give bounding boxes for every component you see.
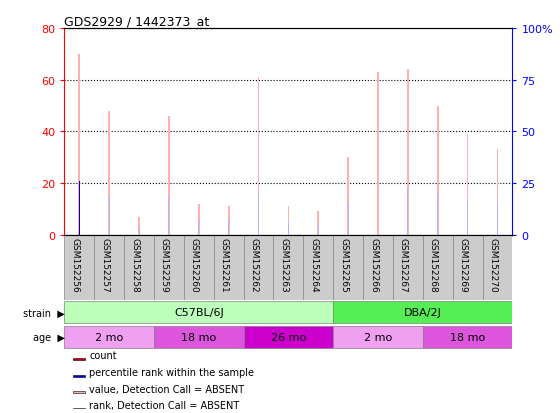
Text: GSM152264: GSM152264: [309, 237, 318, 292]
FancyBboxPatch shape: [94, 235, 124, 300]
Bar: [437, 194, 438, 235]
Bar: [437, 106, 438, 235]
Bar: [287, 207, 290, 235]
FancyBboxPatch shape: [333, 235, 363, 300]
Text: GDS2929 / 1442373_at: GDS2929 / 1442373_at: [64, 15, 209, 28]
Text: 26 mo: 26 mo: [271, 332, 306, 342]
Text: GSM152262: GSM152262: [250, 237, 259, 292]
Text: C57BL/6J: C57BL/6J: [174, 308, 223, 318]
Bar: [198, 221, 199, 235]
FancyBboxPatch shape: [244, 235, 273, 300]
FancyBboxPatch shape: [214, 235, 244, 300]
Text: percentile rank within the sample: percentile rank within the sample: [89, 367, 254, 377]
Bar: [318, 212, 319, 235]
Text: 18 mo: 18 mo: [450, 332, 485, 342]
Bar: [73, 375, 85, 377]
Bar: [407, 190, 408, 235]
Text: GSM152258: GSM152258: [130, 237, 139, 292]
Text: GSM152261: GSM152261: [220, 237, 228, 292]
FancyBboxPatch shape: [154, 235, 184, 300]
Bar: [288, 223, 289, 235]
Bar: [168, 116, 170, 235]
Bar: [407, 70, 409, 235]
Bar: [169, 198, 170, 235]
Bar: [497, 202, 498, 235]
FancyBboxPatch shape: [244, 326, 333, 348]
FancyBboxPatch shape: [423, 326, 512, 348]
Bar: [228, 221, 229, 235]
Bar: [108, 112, 110, 235]
FancyBboxPatch shape: [154, 326, 244, 348]
FancyBboxPatch shape: [64, 235, 94, 300]
FancyBboxPatch shape: [184, 235, 214, 300]
FancyBboxPatch shape: [64, 326, 154, 348]
Text: age  ▶: age ▶: [32, 332, 64, 342]
Bar: [466, 135, 469, 235]
Bar: [109, 196, 110, 235]
FancyBboxPatch shape: [363, 235, 393, 300]
FancyBboxPatch shape: [452, 235, 483, 300]
Text: count: count: [89, 350, 116, 360]
Text: value, Detection Call = ABSENT: value, Detection Call = ABSENT: [89, 384, 244, 394]
Bar: [258, 194, 259, 235]
Bar: [73, 392, 85, 393]
Bar: [198, 204, 200, 235]
Bar: [377, 190, 379, 235]
FancyBboxPatch shape: [423, 235, 452, 300]
Text: DBA/2J: DBA/2J: [404, 308, 442, 318]
FancyBboxPatch shape: [304, 235, 333, 300]
Text: GSM152257: GSM152257: [100, 237, 109, 292]
Bar: [138, 229, 139, 235]
Bar: [497, 150, 498, 235]
Text: strain  ▶: strain ▶: [22, 308, 64, 318]
Text: GSM152263: GSM152263: [279, 237, 288, 292]
Bar: [348, 202, 349, 235]
FancyBboxPatch shape: [333, 326, 423, 348]
Bar: [347, 158, 349, 235]
Bar: [228, 207, 230, 235]
Bar: [467, 200, 468, 235]
Text: GSM152269: GSM152269: [459, 237, 468, 292]
Text: GSM152265: GSM152265: [339, 237, 348, 292]
Text: GSM152259: GSM152259: [160, 237, 169, 292]
Text: rank, Detection Call = ABSENT: rank, Detection Call = ABSENT: [89, 400, 239, 410]
Text: 2 mo: 2 mo: [364, 332, 392, 342]
FancyBboxPatch shape: [273, 235, 304, 300]
FancyBboxPatch shape: [393, 235, 423, 300]
Bar: [138, 217, 140, 235]
Text: GSM152266: GSM152266: [369, 237, 378, 292]
Text: 2 mo: 2 mo: [95, 332, 123, 342]
Bar: [73, 408, 85, 410]
Bar: [73, 358, 85, 360]
Bar: [79, 182, 80, 235]
Bar: [377, 73, 379, 235]
Text: GSM152260: GSM152260: [190, 237, 199, 292]
Text: GSM152270: GSM152270: [488, 237, 497, 292]
FancyBboxPatch shape: [483, 235, 512, 300]
Bar: [78, 55, 80, 235]
Bar: [258, 78, 259, 235]
Text: GSM152256: GSM152256: [71, 237, 80, 292]
FancyBboxPatch shape: [124, 235, 154, 300]
Text: GSM152267: GSM152267: [399, 237, 408, 292]
FancyBboxPatch shape: [64, 301, 333, 323]
FancyBboxPatch shape: [333, 301, 512, 323]
Text: GSM152268: GSM152268: [429, 237, 438, 292]
Bar: [318, 225, 319, 235]
Text: 18 mo: 18 mo: [181, 332, 216, 342]
